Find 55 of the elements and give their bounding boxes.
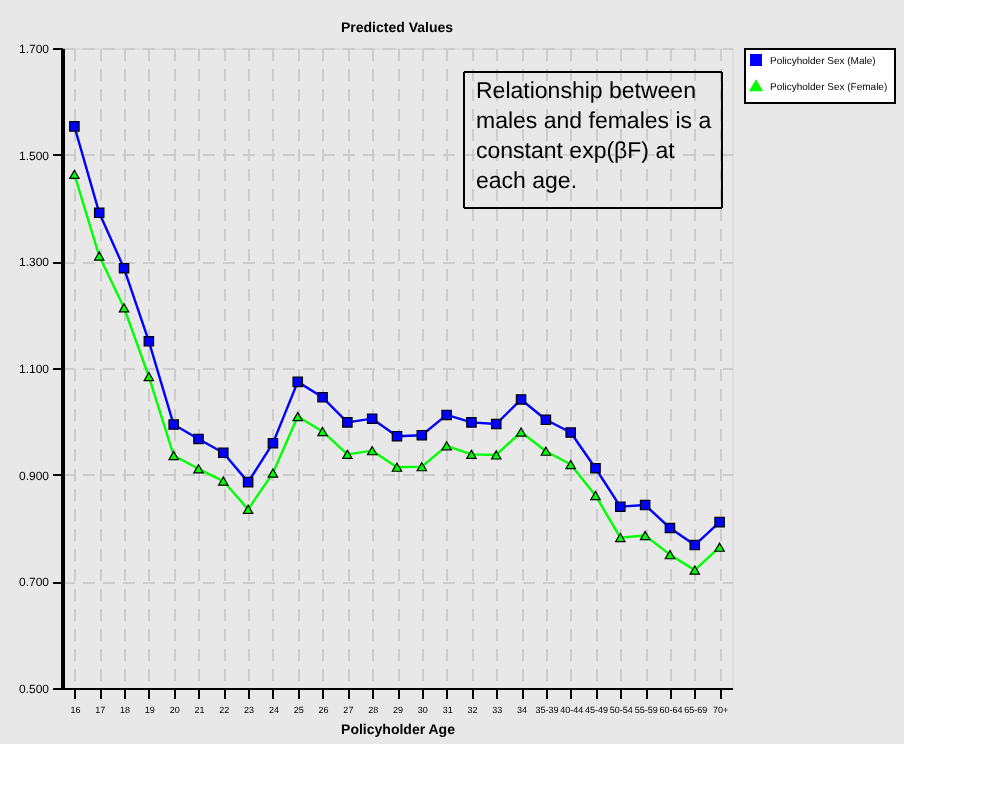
point bbox=[317, 426, 328, 437]
point bbox=[689, 539, 701, 551]
point bbox=[218, 447, 229, 459]
point bbox=[366, 446, 378, 456]
point bbox=[292, 376, 304, 388]
point bbox=[69, 121, 80, 132]
point bbox=[689, 565, 701, 575]
point bbox=[342, 449, 353, 460]
point bbox=[515, 394, 527, 405]
point bbox=[540, 414, 552, 426]
point bbox=[143, 371, 155, 382]
point bbox=[193, 464, 204, 474]
point bbox=[168, 450, 179, 461]
point bbox=[590, 490, 601, 501]
point bbox=[466, 449, 477, 460]
point bbox=[565, 459, 576, 470]
point bbox=[441, 409, 452, 421]
point bbox=[391, 462, 403, 472]
point bbox=[639, 499, 651, 511]
point bbox=[93, 207, 105, 219]
point bbox=[416, 429, 428, 441]
point bbox=[317, 392, 328, 403]
point bbox=[242, 476, 254, 488]
point bbox=[714, 542, 725, 552]
point bbox=[515, 427, 527, 437]
point bbox=[490, 450, 502, 460]
point bbox=[118, 303, 130, 313]
point bbox=[69, 169, 80, 180]
point bbox=[416, 462, 428, 472]
point bbox=[193, 433, 204, 445]
point bbox=[540, 446, 552, 456]
point bbox=[664, 522, 676, 534]
point bbox=[490, 418, 502, 430]
point bbox=[466, 417, 477, 428]
annotation: Relationship between males and females is a constant exp(βF) at each age. bbox=[476, 80, 713, 194]
point bbox=[590, 462, 601, 474]
point bbox=[267, 437, 279, 449]
point bbox=[366, 413, 378, 424]
point bbox=[118, 262, 130, 274]
point bbox=[143, 336, 155, 347]
point bbox=[168, 419, 179, 430]
point bbox=[242, 504, 254, 514]
point bbox=[292, 411, 304, 422]
point bbox=[441, 441, 452, 451]
point bbox=[391, 430, 403, 442]
point bbox=[218, 476, 229, 486]
point bbox=[664, 550, 676, 560]
point bbox=[342, 417, 353, 428]
point bbox=[615, 501, 626, 512]
point bbox=[639, 530, 651, 541]
point bbox=[615, 532, 626, 543]
point bbox=[714, 516, 725, 528]
point bbox=[565, 427, 576, 438]
point bbox=[93, 251, 105, 261]
point bbox=[267, 468, 279, 478]
